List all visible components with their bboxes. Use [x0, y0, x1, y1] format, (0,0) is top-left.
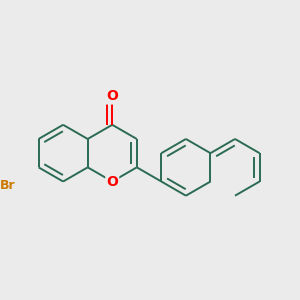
Text: Br: Br: [0, 178, 16, 192]
Text: O: O: [106, 89, 118, 103]
Text: O: O: [106, 175, 118, 188]
